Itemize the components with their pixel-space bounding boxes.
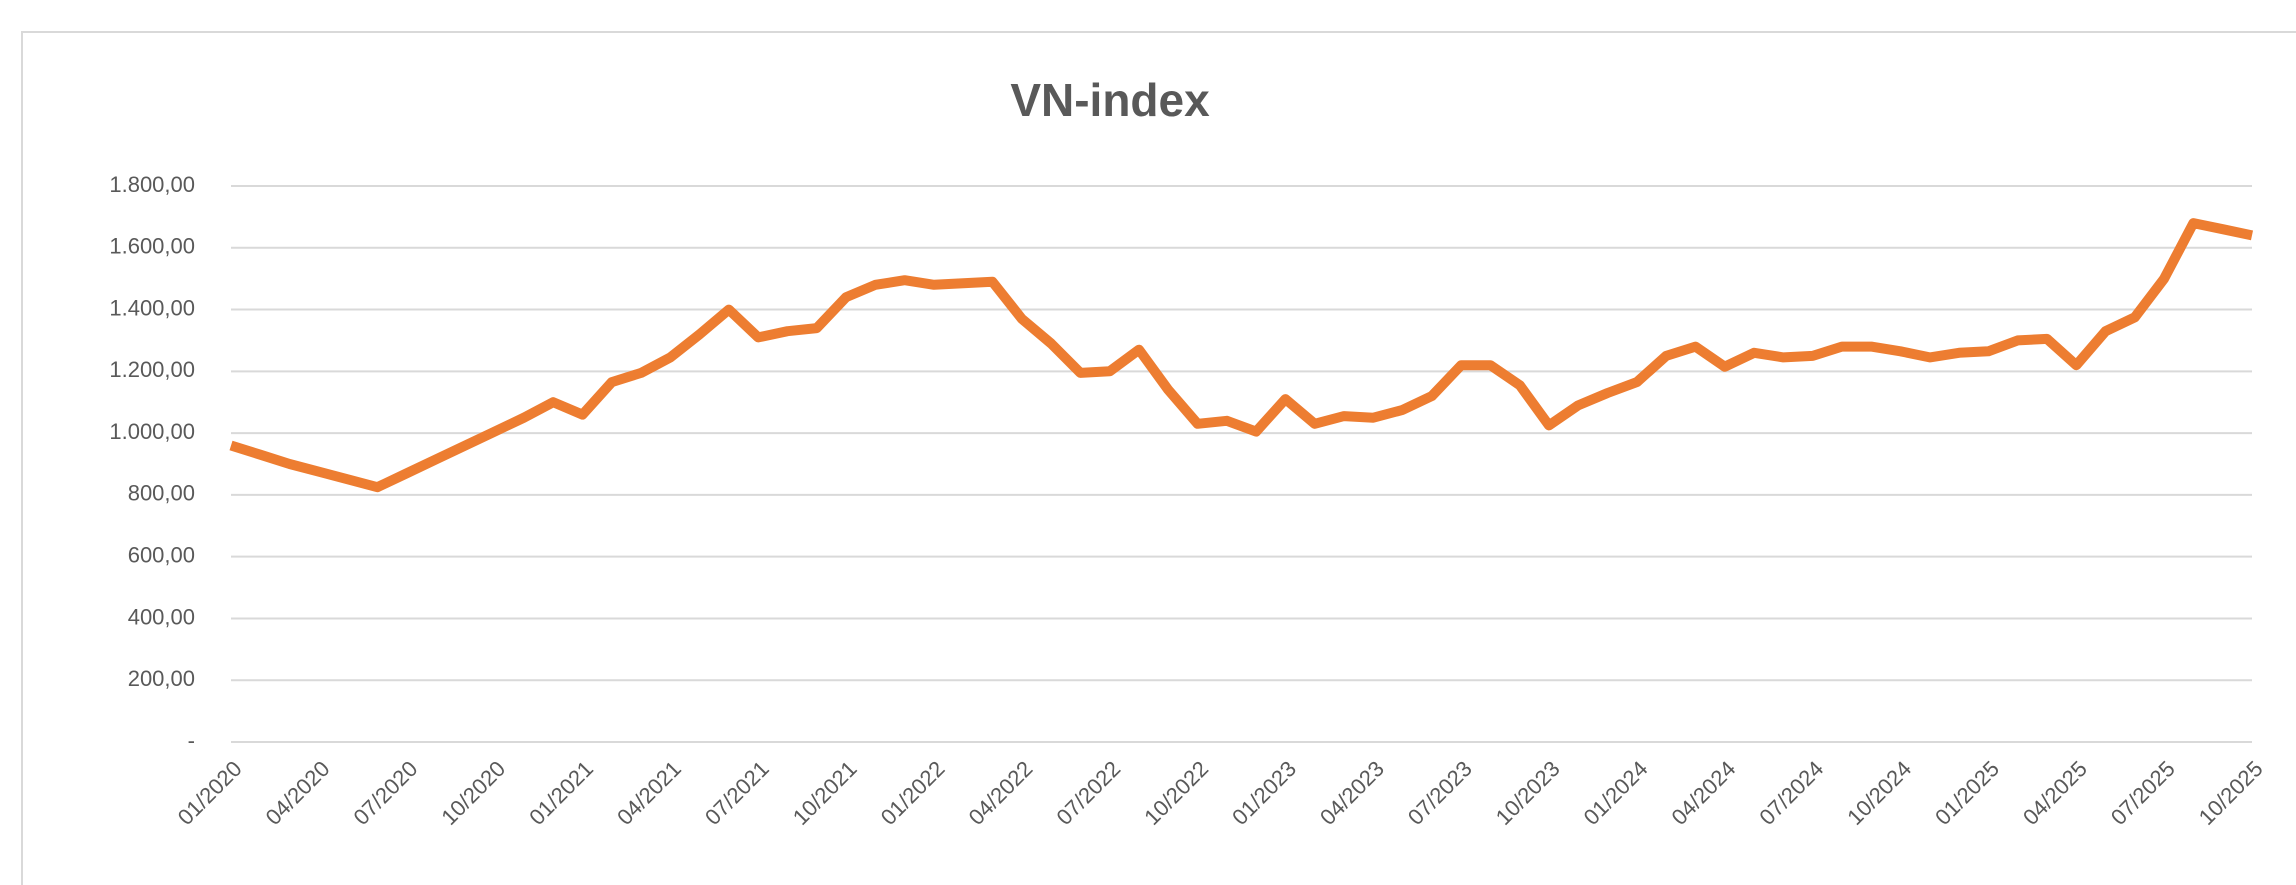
y-tick-label: 1.800,00: [109, 172, 195, 197]
data-line: [229, 218, 2254, 493]
chart-frame: [21, 31, 2296, 885]
y-tick-label: -: [188, 728, 195, 753]
y-tick-label: 800,00: [128, 481, 195, 506]
chart-title: VN-index: [1010, 74, 1210, 126]
y-tick-label: 200,00: [128, 666, 195, 691]
y-tick-label: 400,00: [128, 604, 195, 629]
y-tick-label: 1.000,00: [109, 419, 195, 444]
y-tick-label: 1.200,00: [109, 357, 195, 382]
y-tick-label: 600,00: [128, 542, 195, 567]
y-tick-label: 1.400,00: [109, 295, 195, 320]
y-tick-label: 1.600,00: [109, 234, 195, 259]
